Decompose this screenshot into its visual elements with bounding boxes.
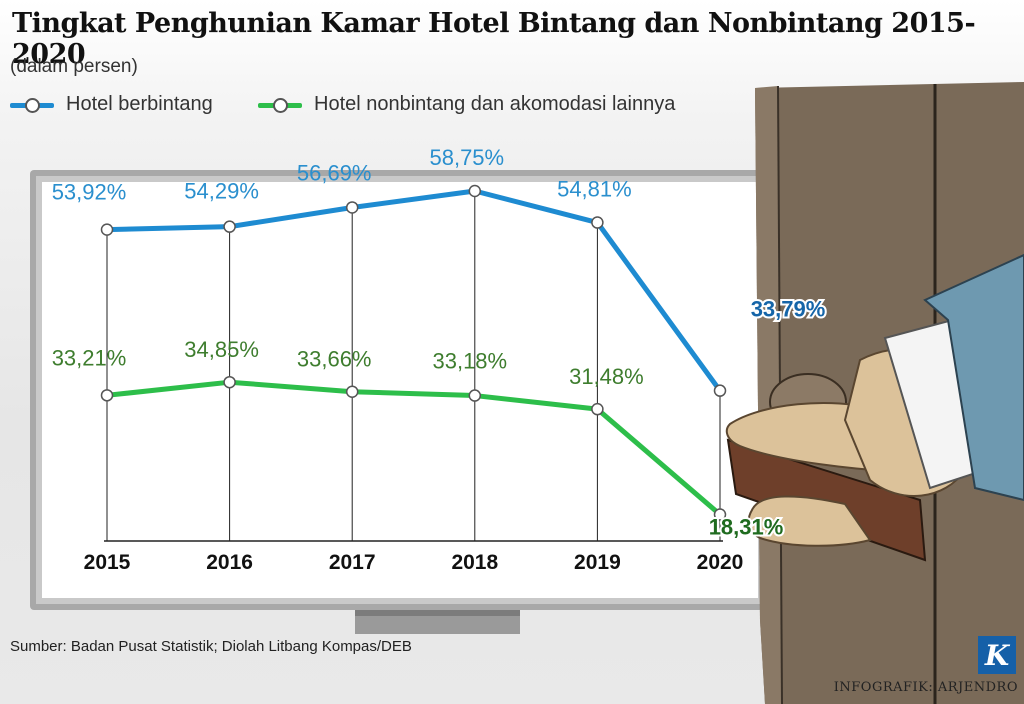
door-edge: [755, 86, 782, 704]
data-label: 34,85%: [184, 337, 259, 362]
x-tick-label: 2018: [451, 551, 498, 574]
legend-label: Hotel nonbintang dan akomodasi lainnya: [314, 93, 676, 115]
data-label: 54,29%: [184, 179, 259, 204]
hand-illustration: [725, 253, 1024, 562]
x-tick-label: 2020: [697, 551, 744, 574]
data-label: 56,69%: [297, 160, 372, 185]
data-point: [591, 402, 604, 416]
data-label: 33,79%: [751, 297, 826, 322]
jacket-sleeve: [923, 253, 1024, 502]
data-point: [468, 184, 482, 198]
series-line: [106, 188, 723, 393]
data-point: [223, 375, 236, 389]
data-point: [345, 201, 359, 214]
legend-label: Hotel berbintang: [66, 93, 213, 115]
data-labels: 53,92% 54,29% 56,69% 58,75% 54,81% 33,79% 33,2…: [52, 145, 828, 542]
data-point: [100, 223, 114, 236]
data-point: [100, 389, 114, 402]
x-tick-label: 2019: [574, 551, 621, 574]
legend-dot: [25, 97, 40, 113]
x-axis-ticks: 2015 2016 2017 2018 2019 2020: [84, 551, 744, 574]
data-point: [468, 389, 482, 402]
data-points: [100, 184, 727, 521]
data-label: 54,81%: [557, 177, 632, 202]
data-point: [223, 220, 236, 233]
series-line: [106, 379, 722, 517]
data-point: [713, 508, 727, 521]
data-point: [345, 385, 359, 398]
kompas-logo: K: [978, 636, 1016, 674]
source-note: Sumber: Badan Pusat Statistik; Diolah Li…: [10, 638, 412, 655]
monitor: [30, 170, 770, 634]
infographic-credit: INFOGRAFIK: ARJENDRO: [833, 680, 1018, 695]
legend-item-hotel-nonbintang: Hotel nonbintang dan akomodasi lainnya: [258, 93, 675, 116]
data-label: 33,18%: [432, 349, 507, 374]
series-lines: [106, 188, 723, 517]
x-tick-label: 2015: [84, 551, 131, 574]
x-tick-label: 2017: [329, 551, 376, 574]
data-label: 53,92%: [52, 180, 127, 205]
legend-item-hotel-berbintang: Hotel berbintang: [10, 93, 213, 116]
data-point: [591, 216, 604, 229]
data-label: 31,48%: [569, 364, 644, 389]
legend-dot: [273, 97, 288, 113]
legend-marker: [10, 97, 54, 113]
legend-marker: [258, 97, 302, 113]
x-tick-label: 2016: [206, 551, 253, 574]
page-title: Tingkat Penghunian Kamar Hotel Bintang d…: [12, 8, 976, 70]
unit-note: (dalam persen): [10, 56, 138, 77]
data-label: 33,66%: [297, 347, 372, 372]
data-point: [713, 384, 727, 397]
data-label: 33,21%: [52, 345, 127, 370]
hand-fingers: [747, 495, 872, 547]
data-label: 18,31%: [709, 515, 784, 540]
monitor-stand-shadow: [355, 610, 520, 616]
data-label: 58,75%: [429, 145, 504, 170]
